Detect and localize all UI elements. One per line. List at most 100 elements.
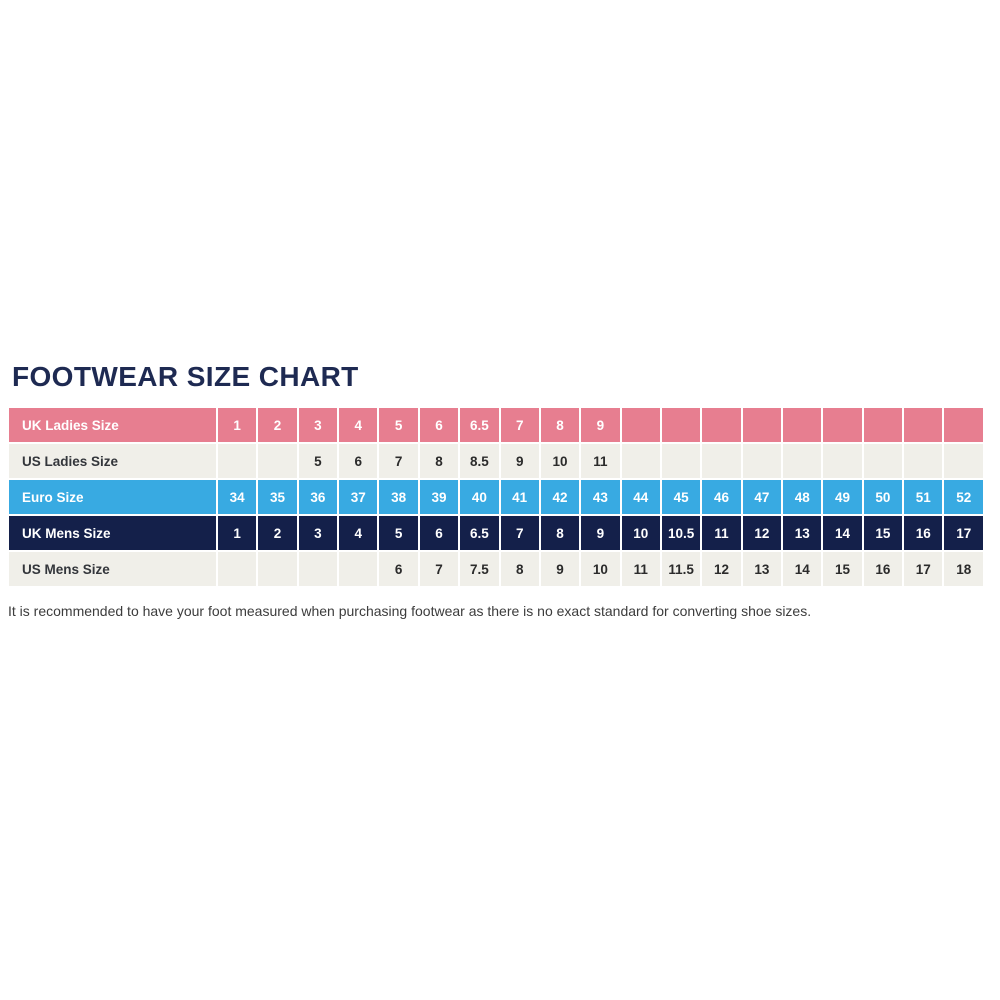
size-cell xyxy=(783,444,822,478)
size-cell: 14 xyxy=(783,552,822,586)
size-cell: 8.5 xyxy=(460,444,499,478)
size-cell: 36 xyxy=(298,480,338,514)
size-cell: 6 xyxy=(379,552,418,586)
size-cell: 10.5 xyxy=(661,516,701,550)
size-cell: 6.5 xyxy=(460,516,499,550)
size-cell: 2 xyxy=(258,516,297,550)
size-cell xyxy=(944,408,983,442)
size-cell: 11 xyxy=(621,552,660,586)
size-cell: 5 xyxy=(298,444,338,478)
size-cell: 5 xyxy=(379,408,418,442)
size-cell xyxy=(661,444,701,478)
size-cell: 17 xyxy=(944,516,983,550)
size-cell xyxy=(218,552,257,586)
size-cell: 43 xyxy=(581,480,620,514)
size-cell: 46 xyxy=(702,480,741,514)
row-label: Euro Size xyxy=(9,480,216,514)
size-cell: 7 xyxy=(419,552,459,586)
size-chart-body: UK Ladies Size 1 2 3 4 5 6 6.5 7 8 9 US Ladies Size… xyxy=(9,408,983,586)
size-cell xyxy=(298,552,338,586)
size-cell: 42 xyxy=(540,480,580,514)
size-cell: 8 xyxy=(540,516,580,550)
table-row: US Mens Size 6 7 7.5 8 9 10 11 11.5 12 13 14 15 16 17 1… xyxy=(9,552,983,586)
size-cell xyxy=(863,444,903,478)
row-label: UK Mens Size xyxy=(9,516,216,550)
row-label: US Mens Size xyxy=(9,552,216,586)
size-cell: 14 xyxy=(823,516,862,550)
size-cell: 6.5 xyxy=(460,408,499,442)
size-cell: 37 xyxy=(339,480,378,514)
size-cell: 38 xyxy=(379,480,418,514)
size-cell: 44 xyxy=(621,480,660,514)
size-cell: 9 xyxy=(500,444,539,478)
size-cell xyxy=(702,408,741,442)
size-cell: 52 xyxy=(944,480,983,514)
size-cell: 3 xyxy=(298,516,338,550)
size-cell: 12 xyxy=(742,516,782,550)
size-cell xyxy=(621,444,660,478)
size-cell xyxy=(339,552,378,586)
size-cell: 8 xyxy=(540,408,580,442)
size-cell: 16 xyxy=(904,516,943,550)
size-cell: 48 xyxy=(783,480,822,514)
size-cell xyxy=(944,444,983,478)
size-cell: 49 xyxy=(823,480,862,514)
size-cell xyxy=(783,408,822,442)
size-cell: 18 xyxy=(944,552,983,586)
size-cell xyxy=(742,408,782,442)
size-cell xyxy=(661,408,701,442)
size-cell: 16 xyxy=(863,552,903,586)
table-row: US Ladies Size 5 6 7 8 8.5 9 10 11 xyxy=(9,444,983,478)
size-cell xyxy=(823,444,862,478)
size-cell xyxy=(742,444,782,478)
size-cell: 11.5 xyxy=(661,552,701,586)
size-cell: 40 xyxy=(460,480,499,514)
size-cell: 17 xyxy=(904,552,943,586)
size-cell: 13 xyxy=(783,516,822,550)
size-cell: 3 xyxy=(298,408,338,442)
size-cell: 1 xyxy=(218,408,257,442)
size-cell: 11 xyxy=(702,516,741,550)
size-cell: 9 xyxy=(540,552,580,586)
size-cell: 8 xyxy=(500,552,539,586)
size-cell: 2 xyxy=(258,408,297,442)
size-cell xyxy=(904,408,943,442)
table-row: UK Mens Size 1 2 3 4 5 6 6.5 7 8 9 10 10.5 11 12 13 14 15… xyxy=(9,516,983,550)
size-cell: 1 xyxy=(218,516,257,550)
footnote: It is recommended to have your foot meas… xyxy=(8,603,812,619)
size-cell: 51 xyxy=(904,480,943,514)
size-cell xyxy=(702,444,741,478)
size-cell: 12 xyxy=(702,552,741,586)
size-cell: 39 xyxy=(419,480,459,514)
size-cell xyxy=(258,552,297,586)
size-cell: 4 xyxy=(339,516,378,550)
size-cell: 9 xyxy=(581,408,620,442)
size-cell: 7 xyxy=(500,516,539,550)
size-cell: 6 xyxy=(419,408,459,442)
size-cell: 5 xyxy=(379,516,418,550)
size-cell: 45 xyxy=(661,480,701,514)
size-cell: 47 xyxy=(742,480,782,514)
size-cell: 50 xyxy=(863,480,903,514)
size-cell: 10 xyxy=(581,552,620,586)
row-label: US Ladies Size xyxy=(9,444,216,478)
size-cell: 13 xyxy=(742,552,782,586)
size-cell: 10 xyxy=(621,516,660,550)
size-cell xyxy=(904,444,943,478)
size-cell: 41 xyxy=(500,480,539,514)
size-cell: 7 xyxy=(379,444,418,478)
size-cell: 9 xyxy=(581,516,620,550)
size-cell: 7 xyxy=(500,408,539,442)
size-cell: 7.5 xyxy=(460,552,499,586)
size-chart-table: UK Ladies Size 1 2 3 4 5 6 6.5 7 8 9 US Ladies Size… xyxy=(7,406,985,588)
size-cell: 34 xyxy=(218,480,257,514)
size-cell: 6 xyxy=(339,444,378,478)
size-cell: 15 xyxy=(863,516,903,550)
size-cell: 10 xyxy=(540,444,580,478)
size-cell: 8 xyxy=(419,444,459,478)
size-cell xyxy=(863,408,903,442)
size-cell xyxy=(258,444,297,478)
size-cell: 4 xyxy=(339,408,378,442)
table-row: Euro Size 34 35 36 37 38 39 40 41 42 43 44 45 46 47 48 4… xyxy=(9,480,983,514)
